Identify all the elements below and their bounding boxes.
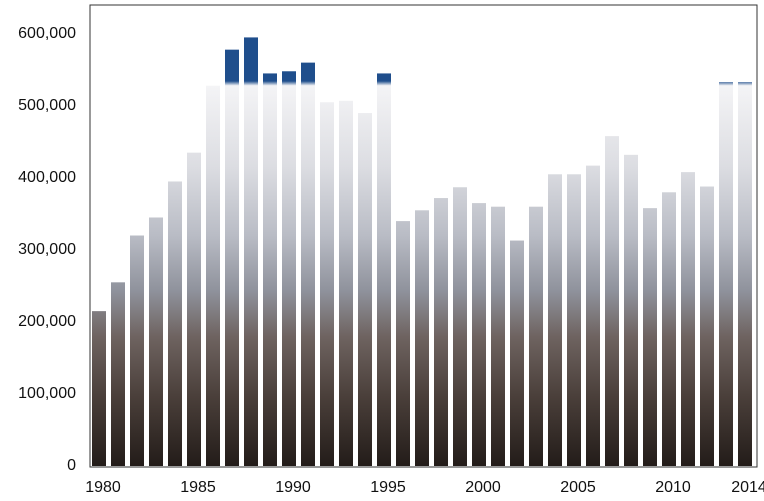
bar (111, 282, 125, 466)
x-tick-label: 2000 (465, 479, 501, 496)
bar (567, 174, 581, 466)
y-tick-label: 0 (67, 457, 76, 474)
y-tick-label: 100,000 (18, 385, 76, 402)
x-tick-label: 1990 (275, 479, 311, 496)
y-tick-label: 400,000 (18, 169, 76, 186)
plot-frame (89, 4, 758, 468)
bar (206, 85, 220, 467)
bar (662, 192, 676, 466)
bar (681, 172, 695, 467)
x-tick-label: 2014 (731, 479, 764, 496)
y-tick-label: 600,000 (18, 25, 76, 42)
bar (320, 102, 334, 466)
bar (472, 203, 486, 466)
bar (529, 206, 543, 466)
bar (548, 174, 562, 466)
bar (605, 136, 619, 467)
x-tick-label: 1985 (180, 479, 216, 496)
bar (719, 82, 733, 467)
bar (624, 154, 638, 466)
bar (434, 198, 448, 466)
x-tick-label: 1980 (85, 479, 121, 496)
bar (282, 71, 296, 467)
bar (453, 187, 467, 466)
y-tick-label: 200,000 (18, 313, 76, 330)
bar (263, 73, 277, 466)
y-tick-label: 300,000 (18, 241, 76, 258)
bar (358, 113, 372, 466)
bar (510, 240, 524, 466)
x-tick-label: 1995 (370, 479, 406, 496)
bar (339, 100, 353, 466)
bar (586, 165, 600, 466)
bar (377, 73, 391, 466)
bar (244, 37, 258, 466)
bar (643, 208, 657, 467)
bar (491, 206, 505, 466)
bar (396, 221, 410, 466)
bar (301, 62, 315, 466)
bar (187, 152, 201, 466)
bar (415, 210, 429, 466)
bar (130, 235, 144, 466)
bar (149, 217, 163, 466)
y-tick-label: 500,000 (18, 97, 76, 114)
bar (738, 82, 752, 467)
bar (225, 49, 239, 467)
x-tick-label: 2005 (560, 479, 596, 496)
bar (92, 311, 106, 466)
bar (168, 181, 182, 466)
bar (700, 186, 714, 467)
x-tick-label: 2010 (655, 479, 691, 496)
